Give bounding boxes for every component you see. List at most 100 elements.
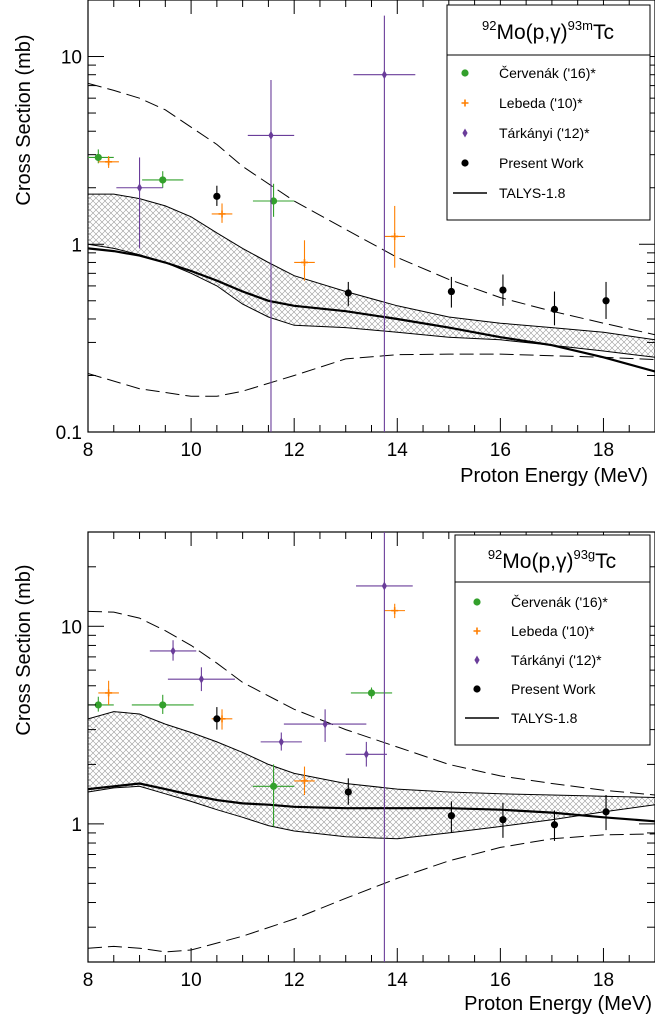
point-marker bbox=[105, 689, 113, 697]
x-tick-label: 12 bbox=[284, 440, 305, 461]
x-tick-label: 14 bbox=[387, 440, 409, 461]
x-tick-label: 16 bbox=[490, 970, 511, 991]
point-marker bbox=[300, 258, 308, 266]
x-axis-title: Proton Energy (MeV) bbox=[460, 465, 648, 487]
legend-label: Tárkányi ('12)* bbox=[499, 125, 590, 141]
point-marker bbox=[136, 183, 143, 193]
point-marker bbox=[391, 232, 399, 240]
legend: 92Mo(p,γ)93mTc Červenák ('16)* Lebeda ('1… bbox=[446, 4, 651, 221]
legend-marker bbox=[474, 655, 480, 665]
point-marker bbox=[159, 176, 167, 184]
data-point bbox=[499, 802, 507, 838]
data-point bbox=[356, 532, 413, 962]
data-point bbox=[131, 694, 194, 714]
legend: 92Mo(p,γ)93gTc Červenák ('16)* Lebeda ('1… bbox=[454, 534, 651, 746]
x-tick-label: 14 bbox=[387, 970, 409, 991]
legend-marker bbox=[473, 685, 481, 693]
legend-marker bbox=[461, 159, 469, 167]
x-axis-title: Proton Energy (MeV) bbox=[464, 993, 652, 1015]
point-marker bbox=[322, 719, 328, 729]
dashed-lower-line bbox=[88, 353, 655, 397]
data-point bbox=[384, 603, 406, 619]
point-marker bbox=[94, 701, 102, 709]
point-marker bbox=[213, 715, 221, 723]
legend-entry: Červenák ('16)* bbox=[473, 594, 608, 610]
data-point bbox=[294, 766, 315, 796]
dashed-upper-line bbox=[88, 82, 655, 336]
legend-label: TALYS-1.8 bbox=[511, 710, 578, 726]
data-point bbox=[252, 764, 295, 827]
point-marker bbox=[550, 305, 559, 313]
point-marker bbox=[344, 289, 352, 297]
data-point bbox=[550, 810, 559, 841]
data-point bbox=[211, 203, 233, 223]
uncertainty-band bbox=[88, 711, 655, 839]
data-point bbox=[353, 15, 416, 432]
point-marker bbox=[269, 782, 278, 790]
data-point bbox=[447, 276, 455, 308]
x-tick-label: 10 bbox=[181, 440, 202, 461]
point-marker bbox=[170, 646, 176, 656]
y-axis-title: Cross Section (mb) bbox=[13, 564, 35, 735]
data-point bbox=[294, 240, 315, 281]
data-point bbox=[499, 274, 507, 306]
point-marker bbox=[602, 297, 610, 305]
x-tick-label: 12 bbox=[284, 970, 305, 991]
legend-entry: Tárkányi ('12)* bbox=[462, 125, 590, 141]
point-marker bbox=[94, 153, 102, 162]
data-point bbox=[213, 707, 221, 730]
legend-entry: TALYS-1.8 bbox=[465, 710, 578, 726]
point-marker bbox=[344, 788, 352, 796]
point-marker bbox=[381, 581, 387, 591]
legend-entry: Tárkányi ('12)* bbox=[474, 652, 602, 668]
point-marker bbox=[300, 777, 308, 785]
dashed-upper-line bbox=[88, 610, 655, 796]
legend-label: Present Work bbox=[511, 681, 597, 697]
y-tick-label: 0.1 bbox=[56, 423, 82, 444]
data-point bbox=[550, 291, 559, 326]
point-marker bbox=[367, 689, 376, 697]
data-point bbox=[384, 205, 406, 268]
data-point bbox=[98, 156, 119, 168]
y-axis-title: Cross Section (mb) bbox=[13, 34, 35, 205]
point-marker bbox=[391, 607, 399, 615]
legend-entry: Červenák ('16)* bbox=[461, 65, 596, 81]
point-marker bbox=[363, 749, 369, 759]
legend-box bbox=[454, 534, 651, 746]
legend-box bbox=[446, 4, 651, 221]
data-point bbox=[213, 185, 221, 206]
point-marker bbox=[499, 816, 507, 824]
legend-marker bbox=[462, 128, 468, 138]
point-marker bbox=[499, 286, 507, 294]
data-point bbox=[283, 709, 367, 742]
legend-label: Lebeda ('10)* bbox=[511, 623, 595, 639]
legend-title: 92Mo(p,γ)93gTc bbox=[488, 547, 616, 573]
legend-label: TALYS-1.8 bbox=[499, 185, 566, 201]
data-point bbox=[602, 281, 610, 319]
x-tick-label: 18 bbox=[593, 440, 614, 461]
point-marker bbox=[159, 701, 167, 709]
legend-marker bbox=[461, 69, 469, 77]
legend-title: 92Mo(p,γ)93mTc bbox=[482, 18, 614, 44]
data-point bbox=[167, 667, 235, 692]
x-tick-label: 10 bbox=[181, 970, 202, 991]
point-marker bbox=[381, 70, 387, 80]
legend-entry: Lebeda ('10)* bbox=[461, 95, 583, 111]
point-marker bbox=[268, 130, 274, 140]
x-tick-label: 8 bbox=[83, 970, 94, 991]
point-marker bbox=[447, 287, 455, 296]
legend-entry: Lebeda ('10)* bbox=[473, 623, 595, 639]
data-point bbox=[350, 687, 393, 699]
talys-line bbox=[88, 782, 655, 823]
band-lower-line bbox=[88, 785, 655, 840]
talys-line bbox=[88, 247, 655, 373]
data-point bbox=[149, 640, 197, 661]
legend-marker bbox=[461, 99, 469, 107]
data-point bbox=[260, 732, 302, 751]
x-tick-label: 18 bbox=[593, 970, 614, 991]
legend-label: Present Work bbox=[499, 155, 585, 171]
point-marker bbox=[447, 812, 455, 820]
data-point bbox=[98, 680, 119, 705]
legend-label: Červenák ('16)* bbox=[511, 594, 608, 610]
